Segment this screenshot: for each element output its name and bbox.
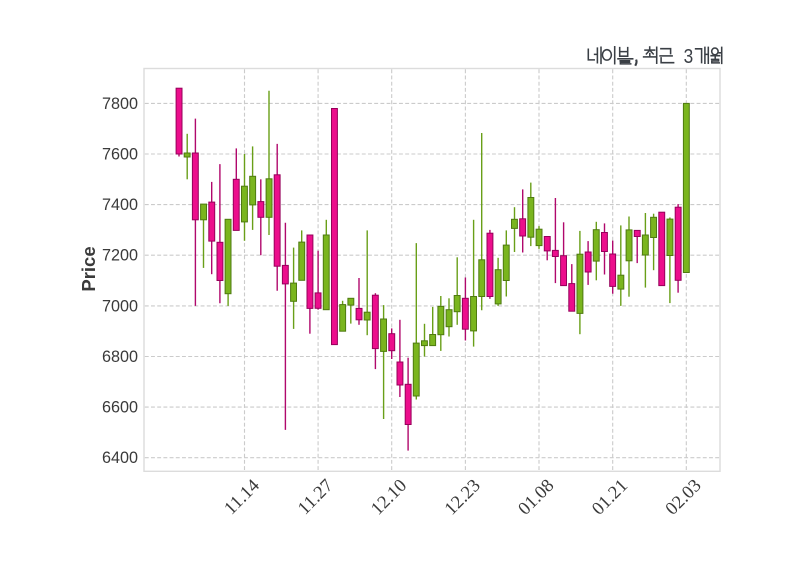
svg-text:6600: 6600: [102, 399, 138, 417]
svg-text:7000: 7000: [102, 297, 138, 315]
svg-text:6400: 6400: [102, 449, 138, 467]
svg-text:7600: 7600: [102, 145, 138, 163]
svg-text:6800: 6800: [102, 348, 138, 366]
svg-text:3: 3: [684, 45, 694, 68]
svg-text:7800: 7800: [102, 95, 138, 113]
svg-text:7200: 7200: [102, 247, 138, 265]
svg-text:7400: 7400: [102, 196, 138, 214]
svg-text:Price: Price: [78, 246, 99, 291]
